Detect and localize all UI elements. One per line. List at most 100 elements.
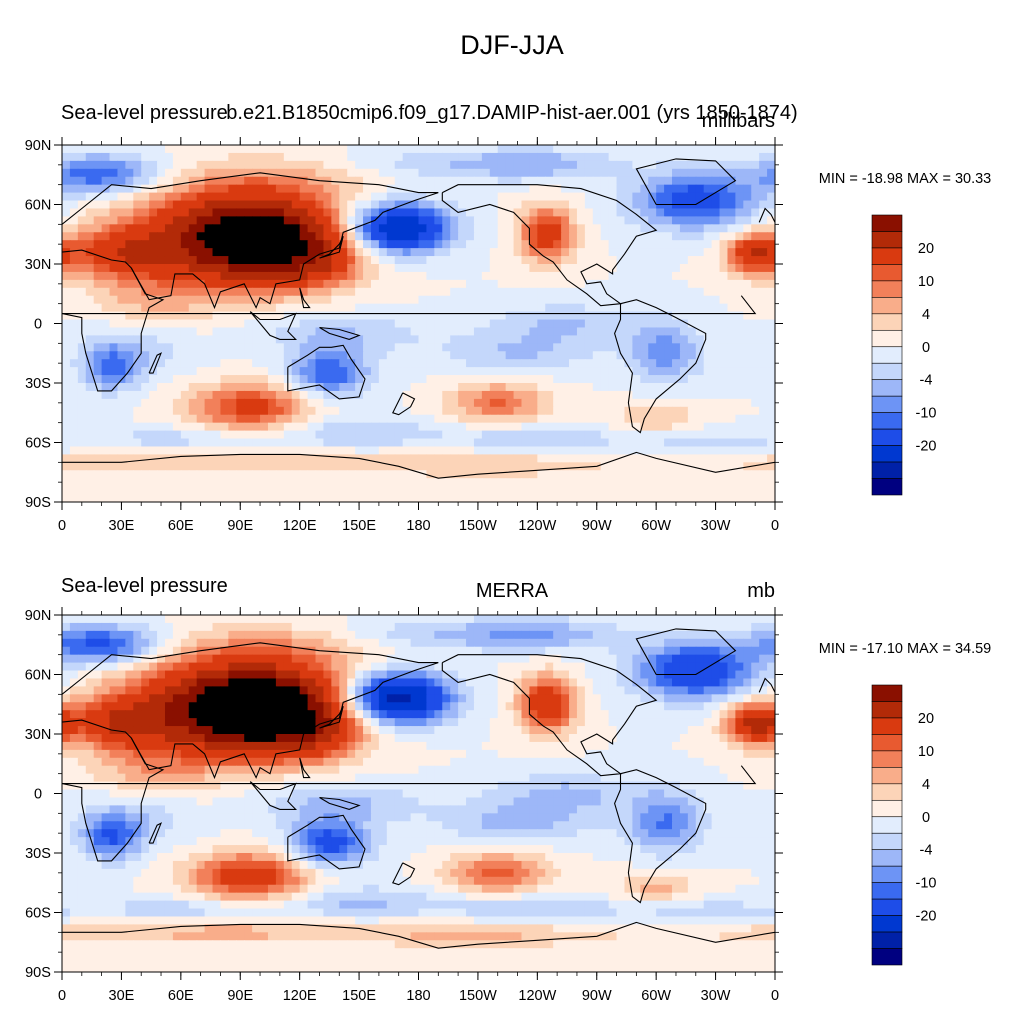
colorbar-label: 0 (922, 810, 930, 826)
colorbar-swatch (871, 701, 903, 719)
x-tick-label: 90W (582, 988, 612, 1004)
y-tick-label: 90N (25, 138, 52, 154)
colorbar-label: -10 (916, 876, 937, 892)
colorbar-swatch (871, 832, 903, 851)
colorbar-label: -20 (916, 909, 937, 925)
coastline (319, 796, 361, 810)
min-max-label: MIN = -17.10 MAX = 34.59 (818, 641, 992, 657)
x-tick-label: 150E (342, 988, 376, 1004)
colorbar-label: 20 (918, 711, 934, 727)
coastline (62, 737, 757, 862)
coastline (319, 705, 344, 729)
colorbar-swatch (871, 280, 903, 298)
y-tick-label: 30S (25, 846, 51, 862)
coastline (392, 392, 416, 416)
x-tick-label: 150W (459, 988, 497, 1004)
colorbar-swatch (871, 750, 903, 768)
coastline (441, 654, 658, 777)
x-tick-label: 60W (641, 518, 671, 534)
main-title: DJF-JJA (460, 30, 564, 60)
map-plot-model: 0 30E 60E 90E 120E 150E 180 150W 120W 90W 60W 30W 09… (25, 137, 937, 534)
panel-model: Sea-level pressure b.e21.B1850cmip6.f09_… (0, 100, 1024, 550)
colorbar-swatch (871, 297, 903, 315)
colorbar-swatch (871, 313, 903, 331)
y-tick-label: 60N (25, 668, 52, 684)
coastline (299, 287, 311, 309)
coastline (758, 207, 775, 223)
panel-title: Sea-level pressure (61, 102, 228, 124)
colorbar-label: -20 (916, 439, 937, 455)
coastline (392, 862, 416, 886)
coastline (319, 326, 361, 340)
colorbar-swatch (871, 898, 903, 916)
coastline (62, 921, 775, 949)
coastline (299, 757, 311, 779)
colorbar-label: -10 (916, 406, 937, 422)
y-tick-label: 30S (25, 376, 51, 392)
panel-subtitle: MERRA (475, 580, 549, 602)
panel-units: mb (747, 580, 775, 602)
colorbar-swatch (871, 379, 903, 397)
colorbar-swatch (871, 684, 903, 702)
coastline (62, 267, 757, 392)
coastline (249, 311, 298, 340)
y-tick-label: 90S (25, 965, 51, 981)
colorbar-swatch (871, 395, 903, 413)
coastlines (62, 158, 775, 479)
y-tick-label: 60S (25, 436, 51, 452)
y-tick-label: 60N (25, 198, 52, 214)
colorbar-swatch (871, 717, 903, 735)
x-tick-label: 60E (168, 518, 194, 534)
x-tick-label: 150W (459, 518, 497, 534)
colorbar-swatch (871, 412, 903, 430)
x-tick-label: 0 (58, 988, 66, 1004)
colorbar-swatch (871, 882, 903, 900)
colorbar-swatch (871, 849, 903, 867)
panel-subtitle: b.e21.B1850cmip6.f09_g17.DAMIP-hist-aer.… (226, 102, 798, 124)
x-tick-label: 30E (109, 988, 135, 1004)
coastline (441, 184, 658, 307)
x-tick-label: 90E (227, 518, 253, 534)
x-tick-label: 30E (109, 518, 135, 534)
coastline (62, 451, 775, 479)
coastline (758, 677, 775, 693)
panel-units: millibars (701, 110, 775, 132)
coastline (148, 822, 163, 844)
x-tick-label: 120W (518, 988, 556, 1004)
colorbar-swatch (871, 767, 903, 785)
coastline (62, 172, 439, 310)
coastline (635, 628, 737, 676)
x-tick-label: 120E (283, 988, 317, 1004)
y-tick-label: 30N (25, 727, 52, 743)
panel-merra: Sea-level pressure MERRA mb MIN = -17.10… (0, 570, 1024, 1020)
colorbar-swatch (871, 865, 903, 883)
colorbar-swatch (871, 264, 903, 282)
y-tick-label: 30N (25, 257, 52, 273)
colorbar-label: 10 (918, 274, 934, 290)
coastlines (62, 628, 775, 949)
colorbar-label: 0 (922, 340, 930, 356)
min-max-label: MIN = -18.98 MAX = 30.33 (818, 171, 992, 187)
x-tick-label: 90E (227, 988, 253, 1004)
x-tick-label: 30W (701, 988, 731, 1004)
x-tick-label: 150E (342, 518, 376, 534)
colorbar-label: 10 (918, 744, 934, 760)
colorbar-label: 4 (922, 777, 930, 793)
colorbar-swatch (871, 428, 903, 446)
colorbar-swatch (871, 445, 903, 463)
x-tick-label: 120E (283, 518, 317, 534)
coastline (319, 235, 344, 259)
y-tick-label: 60S (25, 906, 51, 922)
colorbar-swatch (871, 247, 903, 265)
coastline (148, 352, 163, 374)
x-tick-label: 30W (701, 518, 731, 534)
map-plot-merra: 0 30E 60E 90E 120E 150E 180 150W 120W 90W 60W 30W 09… (25, 607, 937, 1004)
pressure-field (62, 615, 775, 972)
colorbar-swatch (871, 816, 903, 834)
panel-title: Sea-level pressure (61, 575, 228, 597)
x-tick-label: 0 (771, 988, 779, 1004)
y-tick-label: 0 (34, 787, 42, 803)
x-tick-label: 120W (518, 518, 556, 534)
colorbar-swatch (871, 461, 903, 479)
colorbar-swatch (871, 329, 903, 348)
